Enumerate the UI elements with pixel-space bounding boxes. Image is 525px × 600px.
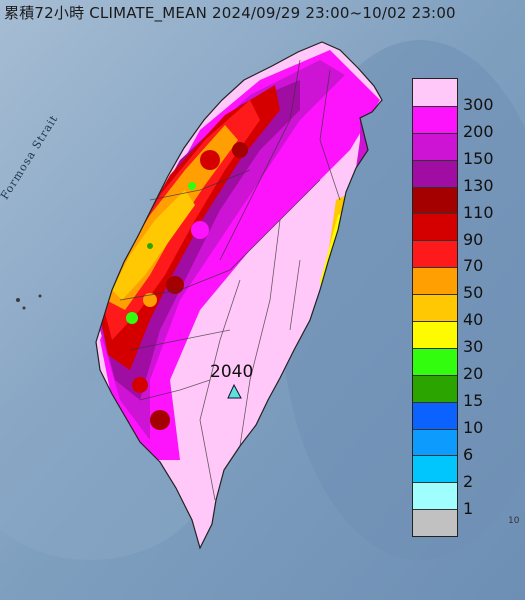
color-legend bbox=[412, 78, 458, 538]
legend-swatch bbox=[413, 267, 457, 295]
legend-swatch bbox=[413, 509, 457, 537]
legend-swatch bbox=[413, 374, 457, 402]
legend-swatch bbox=[413, 428, 457, 456]
legend-swatch bbox=[413, 240, 457, 268]
legend-swatch bbox=[413, 159, 457, 187]
legend-swatch bbox=[413, 186, 457, 214]
legend-label: 10 bbox=[463, 417, 484, 437]
legend-swatch bbox=[413, 132, 457, 160]
legend-label: 200 bbox=[463, 121, 494, 141]
legend-label: 1 bbox=[463, 498, 474, 518]
legend-swatch bbox=[413, 321, 457, 348]
legend-label: 30 bbox=[463, 337, 484, 357]
legend-label: 70 bbox=[463, 256, 484, 276]
legend-swatch bbox=[413, 294, 457, 322]
legend-label: 90 bbox=[463, 229, 484, 249]
legend-swatch bbox=[413, 482, 457, 510]
legend-swatch bbox=[413, 213, 457, 241]
legend-label: 6 bbox=[463, 444, 474, 464]
station-max-value: 2040 bbox=[210, 362, 254, 382]
legend-label: 2 bbox=[463, 471, 474, 491]
map-title: 累積72小時 CLIMATE_MEAN 2024/09/29 23:00~10/… bbox=[4, 4, 456, 22]
legend-label: 110 bbox=[463, 202, 494, 222]
triangle-marker-icon bbox=[227, 383, 242, 399]
legend-label: 15 bbox=[463, 390, 484, 410]
legend-swatch bbox=[413, 347, 457, 375]
legend-label: 50 bbox=[463, 283, 484, 303]
legend-label: 40 bbox=[463, 310, 484, 330]
legend-label: 150 bbox=[463, 148, 494, 168]
legend-label: 20 bbox=[463, 364, 484, 383]
legend-swatch bbox=[413, 455, 457, 483]
corner-text: 10 bbox=[508, 516, 520, 526]
legend-swatch bbox=[413, 79, 457, 106]
legend-swatch bbox=[413, 401, 457, 429]
legend-label: 130 bbox=[463, 175, 494, 195]
legend-swatch bbox=[413, 105, 457, 133]
legend-label: 300 bbox=[463, 95, 494, 114]
